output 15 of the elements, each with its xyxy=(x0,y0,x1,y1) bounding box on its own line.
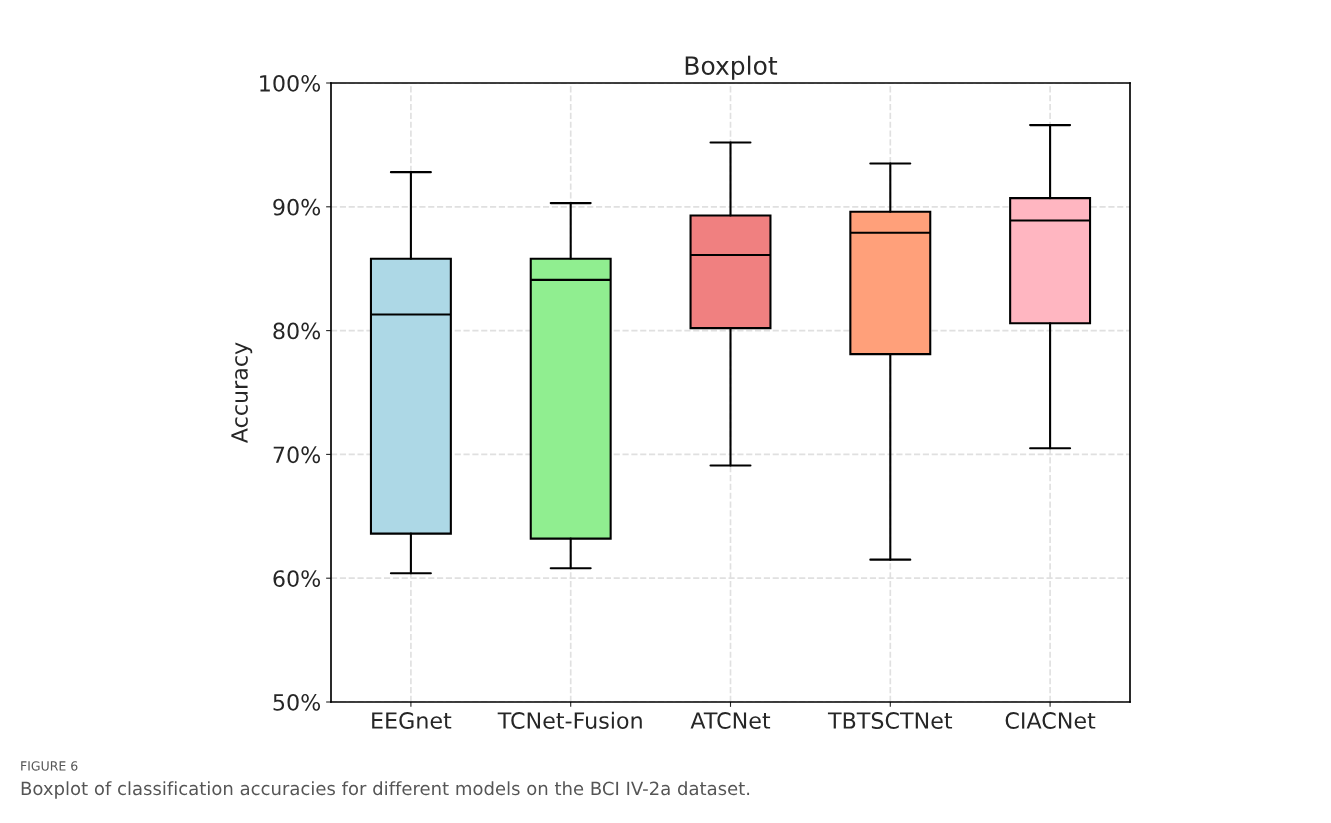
y-tick-label: 80% xyxy=(273,322,321,340)
x-tick-label: TCNet-Fusion xyxy=(497,711,642,729)
y-axis-title: Accuracy xyxy=(231,342,253,444)
y-tick-label: 60% xyxy=(273,570,321,587)
chart-title: Boxplot xyxy=(685,55,778,80)
y-tick-label: 50% xyxy=(273,693,321,711)
text: Boxplot of classification accuracies for different models on the BCI IV-2a dataset. xyxy=(21,781,750,799)
y-tick-label: 70% xyxy=(273,446,321,464)
x-tick-label: ATCNet xyxy=(690,712,771,729)
x-tick-label: EEGnet xyxy=(372,712,452,729)
y-tick-label: 100% xyxy=(260,74,321,92)
caption: FIGURE 6 xyxy=(21,761,78,771)
y-tick-label: 90% xyxy=(273,198,321,216)
x-tick-label: CIACNet xyxy=(1005,712,1096,729)
x-tick-label: TBTSCTNet xyxy=(827,712,953,729)
